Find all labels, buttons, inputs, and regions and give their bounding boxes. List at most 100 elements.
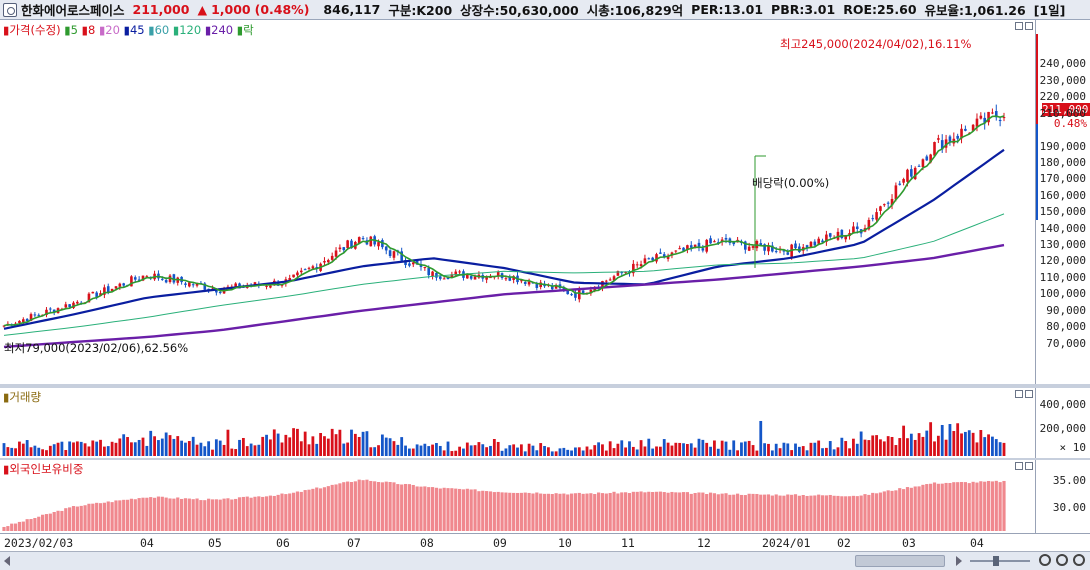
- volume-bar: [29, 447, 33, 456]
- volume-bar: [2, 443, 6, 456]
- foreign-bar: [658, 491, 662, 531]
- volume-bar: [975, 442, 979, 456]
- scroll-left-icon[interactable]: [4, 556, 10, 566]
- volume-bar: [832, 449, 836, 456]
- date-label: 02: [837, 536, 851, 550]
- candle-body: [805, 245, 809, 249]
- legend-ma5[interactable]: 5: [70, 23, 78, 37]
- candle-body: [203, 283, 207, 290]
- volume-bar: [68, 441, 72, 456]
- foreign-bar: [616, 493, 620, 531]
- pane-splitter[interactable]: [0, 458, 1090, 460]
- candle-body: [234, 283, 237, 287]
- foreign-bar: [774, 494, 778, 531]
- stock-name[interactable]: 한화에어로스페이스: [21, 3, 125, 18]
- foreign-bar: [539, 493, 543, 531]
- volume-bar: [191, 436, 195, 456]
- candle-body: [87, 293, 91, 303]
- legend-volume[interactable]: 거래량: [9, 390, 42, 404]
- volume-bar: [438, 445, 442, 456]
- foreign-bar: [732, 494, 736, 531]
- foreign-bar: [407, 484, 412, 531]
- zoom-reset-icon[interactable]: [1073, 554, 1085, 566]
- zoom-out-icon[interactable]: [1056, 554, 1068, 566]
- date-label: 03: [902, 536, 916, 550]
- candle-body: [431, 271, 434, 277]
- pane-close-icon[interactable]: [1025, 22, 1033, 30]
- foreign-bar: [230, 499, 234, 531]
- candle-body: [987, 111, 990, 123]
- volume-bar: [859, 431, 863, 456]
- foreign-bar: [25, 519, 29, 531]
- foreign-bar: [512, 492, 516, 531]
- legend-ma60[interactable]: 60: [154, 23, 170, 37]
- current-price: 211,000: [132, 2, 190, 17]
- volume-bar: [562, 447, 566, 456]
- volume-bar: [126, 437, 129, 456]
- legend-ma45[interactable]: 45: [129, 23, 145, 37]
- zoom-slider[interactable]: [970, 560, 1030, 562]
- foreign-bar: [79, 505, 83, 531]
- foreign-close-icon[interactable]: [1025, 462, 1033, 470]
- foreign-bar: [322, 487, 327, 531]
- legend-ma8[interactable]: 8: [87, 23, 96, 37]
- legend-price[interactable]: 가격(수정): [9, 23, 61, 37]
- candle-body: [118, 283, 122, 287]
- volume-bar: [821, 448, 824, 456]
- volume-bar: [411, 448, 415, 456]
- scroll-thumb[interactable]: [855, 555, 945, 567]
- retention-value: 유보율:1,061.26: [924, 3, 1026, 18]
- volume-bar: [350, 429, 353, 456]
- candle-body: [485, 275, 488, 280]
- volume-bar: [728, 449, 732, 456]
- volume-bar: [778, 448, 782, 456]
- foreign-bar: [569, 493, 574, 531]
- candle-body: [971, 124, 975, 131]
- zoom-in-icon[interactable]: [1039, 554, 1051, 566]
- scroll-right-icon[interactable]: [956, 556, 962, 566]
- volume-bar: [987, 434, 990, 456]
- settings-icon[interactable]: [3, 2, 17, 17]
- volume-bar: [547, 447, 550, 456]
- volume-bar: [384, 437, 388, 456]
- foreign-bar: [651, 492, 655, 531]
- foreign-bar: [68, 507, 72, 531]
- pane-splitter[interactable]: [0, 384, 1090, 388]
- legend-ma240[interactable]: 240: [211, 23, 234, 37]
- candle-body: [25, 318, 29, 322]
- candle-body: [635, 264, 639, 266]
- pane-restore-icon[interactable]: [1015, 22, 1023, 30]
- candle-body: [581, 290, 585, 295]
- legend-ma120[interactable]: 120: [179, 23, 202, 37]
- candle-body: [944, 139, 948, 148]
- volume-bar: [450, 451, 454, 456]
- candle-body: [442, 278, 446, 280]
- period-selector[interactable]: [1일]: [1033, 3, 1066, 18]
- volume-bar: [836, 447, 840, 456]
- foreign-bar: [600, 493, 605, 531]
- legend-ma20[interactable]: 20: [105, 23, 120, 37]
- zoom-slider-handle[interactable]: [993, 556, 999, 566]
- candle-body: [303, 269, 307, 271]
- volume-bar: [508, 445, 512, 456]
- volume-close-icon[interactable]: [1025, 390, 1033, 398]
- volume-bar: [454, 450, 458, 456]
- foreign-restore-icon[interactable]: [1015, 462, 1023, 470]
- volume-bar: [624, 447, 628, 456]
- volume-bar: [380, 434, 384, 456]
- candle-body: [49, 308, 52, 310]
- foreign-bar: [790, 494, 794, 531]
- volume-restore-icon[interactable]: [1015, 390, 1023, 398]
- foreign-bar: [535, 492, 539, 531]
- volume-bar: [207, 441, 211, 456]
- candle-body: [191, 284, 195, 286]
- candle-body: [458, 271, 461, 273]
- legend-ex-dividend[interactable]: 락: [243, 23, 254, 37]
- legend-foreign[interactable]: 외국인보유비중: [9, 462, 84, 476]
- foreign-bar: [828, 494, 832, 531]
- foreign-bar: [419, 486, 423, 531]
- volume-bar: [601, 444, 604, 456]
- candle-body: [933, 142, 936, 156]
- date-label: 08: [420, 536, 434, 550]
- candle-body: [771, 245, 774, 252]
